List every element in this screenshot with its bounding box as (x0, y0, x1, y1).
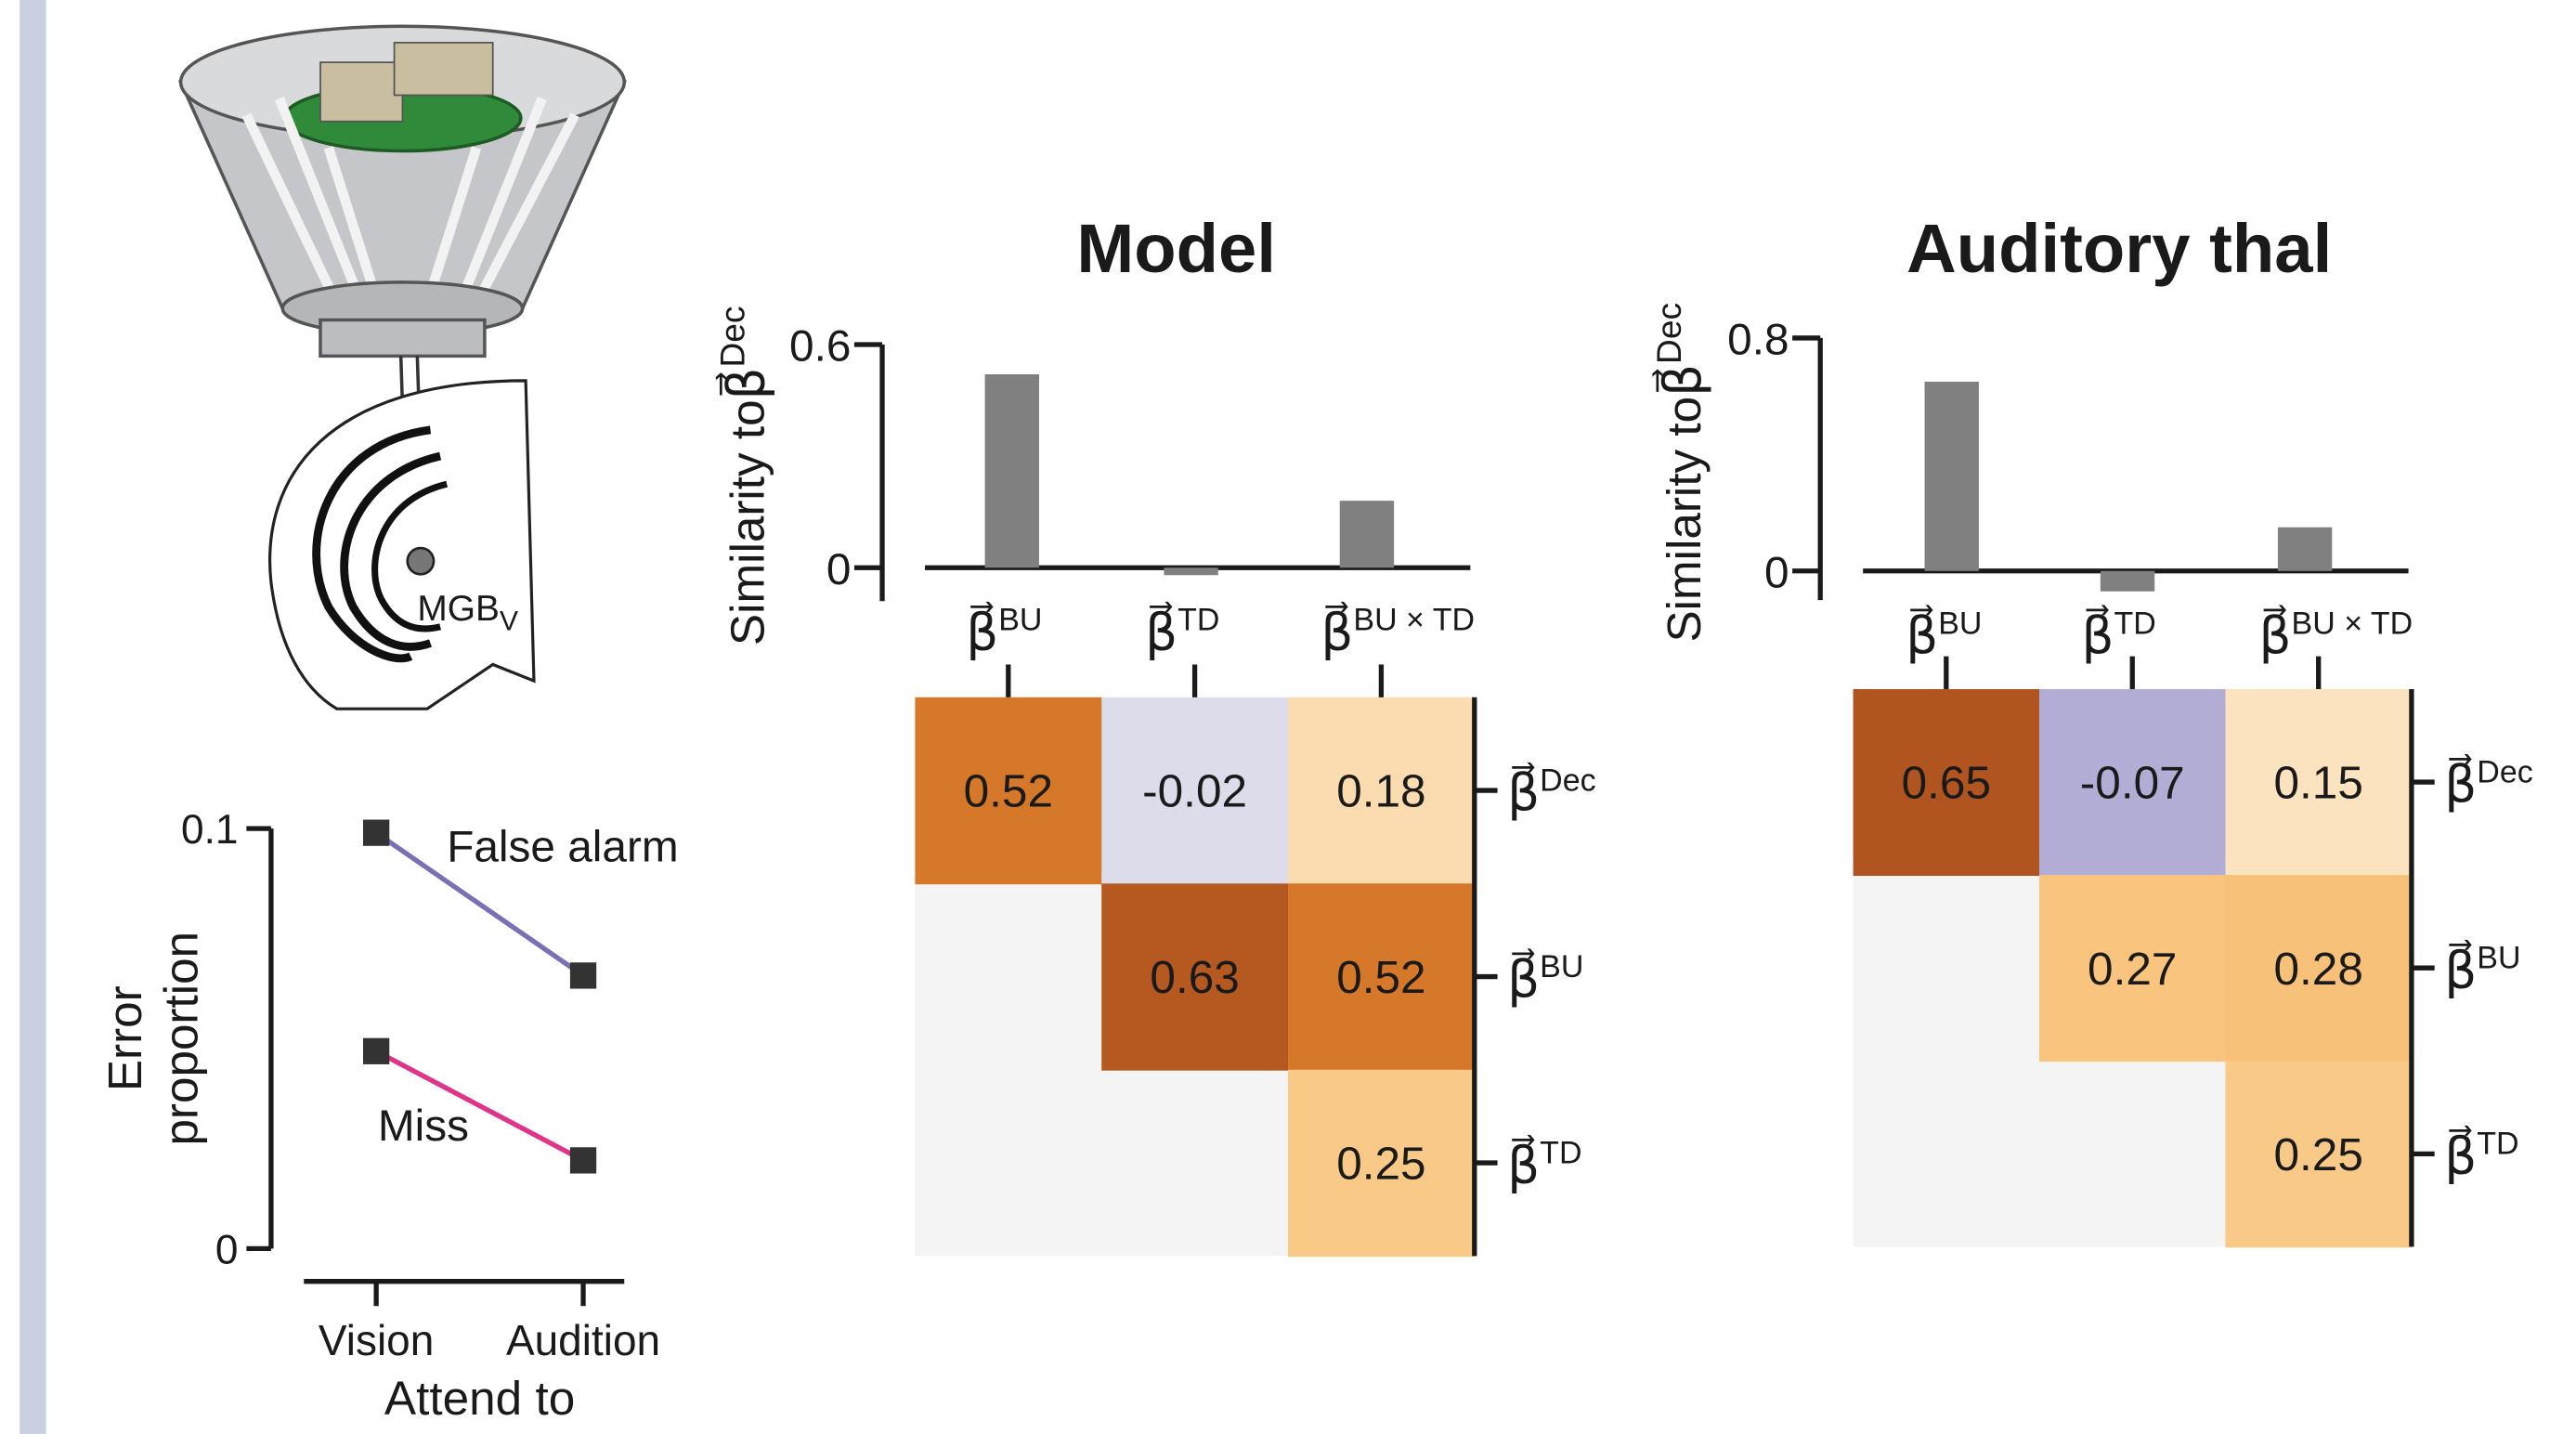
y-tick-label: 0.8 (1727, 316, 1789, 365)
symbol: β⃗ (1906, 605, 1938, 664)
marker (363, 1038, 389, 1064)
symbol: β⃗ (966, 602, 998, 661)
superscript: TD (2477, 1127, 2518, 1162)
symbol: β⃗ (2444, 753, 2477, 813)
cell-label: 0.28 (2273, 944, 2362, 995)
symbol: β⃗ (1507, 948, 1540, 1008)
y-label-symbol: β⃗ (716, 367, 775, 399)
symbol: β⃗ (1321, 602, 1353, 661)
x-tick-label: Vision (319, 1316, 434, 1364)
marker (363, 820, 389, 846)
bar (2101, 571, 2154, 592)
chart-title: Auditory thal (1906, 210, 2332, 287)
symbol-label: β⃗TD (1145, 602, 1219, 661)
symbol-label: β⃗BU (1507, 948, 1583, 1008)
superscript: BU × TD (2292, 606, 2413, 641)
page: { "illustration": {"label": "MGB", "labe… (0, 0, 2576, 1434)
brain-illustration (270, 381, 534, 709)
y-label-symbol: β⃗ (1652, 364, 1711, 397)
figure: MGBV 0 0.1 Vision Audition Attend to Errorpro… (0, 0, 2576, 1434)
symbol: β⃗ (2081, 605, 2114, 664)
bar (1925, 382, 1979, 571)
side-strip (20, 0, 46, 1434)
cell-label: 0.15 (2273, 758, 2362, 809)
marker (570, 962, 596, 988)
y-axis-label-line: proportion (154, 932, 207, 1146)
superscript: Dec (2477, 754, 2532, 789)
marker (570, 1147, 596, 1173)
cell-label: 0.27 (2088, 944, 2177, 995)
superscript: Dec (1540, 763, 1595, 798)
symbol-label: β⃗Dec (2444, 753, 2532, 813)
symbol-label: β⃗TD (2081, 605, 2155, 664)
cell-label: 0.52 (964, 766, 1053, 817)
symbol-label: β⃗TD (2444, 1126, 2518, 1185)
cell-label: -0.07 (2080, 758, 2185, 809)
y-label-text: Similarity to (722, 399, 774, 645)
symbol-label: β⃗BU (1906, 605, 1982, 664)
cell-label: 0.18 (1336, 766, 1425, 817)
y-axis-label-line: Error (98, 985, 151, 1091)
y-tick-label: 0.1 (181, 807, 238, 853)
bar (1164, 567, 1217, 575)
cell-label: 0.65 (1902, 758, 1991, 809)
y-axis-label: Similarity toβ⃗Dec (712, 306, 774, 646)
chart-title: Model (1076, 210, 1276, 287)
y-label-text: Similarity to (1658, 397, 1711, 643)
y-tick-label: 0.6 (789, 322, 851, 372)
symbol-label: β⃗BU × TD (2259, 605, 2413, 664)
x-tick-label: Audition (506, 1316, 660, 1364)
symbol: β⃗ (1507, 1134, 1540, 1193)
cell-label: -0.02 (1142, 766, 1247, 817)
x-axis-label: Attend to (384, 1372, 575, 1425)
cell-label: 0.25 (1336, 1139, 1425, 1190)
bar (1340, 501, 1394, 567)
region-label-text: MGB (417, 589, 500, 629)
y-label-sup: Dec (712, 306, 751, 368)
series-label: False alarm (447, 822, 678, 871)
superscript: BU (1938, 606, 1982, 641)
superscript: BU × TD (1353, 603, 1475, 638)
y-axis-label-text: Similarity toβ⃗Dec (1649, 303, 1711, 643)
symbol-label: β⃗BU (2444, 939, 2520, 998)
cell-label: 0.63 (1150, 952, 1239, 1003)
symbol: β⃗ (2259, 605, 2292, 664)
y-tick-label: 0 (215, 1227, 239, 1272)
cell-label: 0.52 (1336, 952, 1425, 1003)
y-axis-label-text: Similarity toβ⃗Dec (712, 306, 774, 646)
symbol: β⃗ (2444, 1126, 2477, 1185)
symbol-label: β⃗TD (1507, 1134, 1581, 1193)
cell-label: 0.25 (2273, 1129, 2362, 1180)
symbol-label: β⃗BU × TD (1321, 602, 1475, 661)
superscript: TD (1177, 603, 1219, 638)
y-label-sup: Dec (1649, 303, 1688, 364)
region-label-sub: V (500, 606, 518, 636)
superscript: BU (1540, 949, 1583, 984)
superscript: BU (2477, 941, 2520, 976)
symbol: β⃗ (1145, 602, 1177, 661)
y-tick-label: 0 (826, 545, 852, 594)
symbol: β⃗ (2444, 939, 2477, 998)
symbol-label: β⃗Dec (1507, 762, 1595, 821)
superscript: TD (1540, 1135, 1581, 1170)
y-axis-label: Similarity toβ⃗Dec (1649, 303, 1711, 643)
bar (2278, 528, 2332, 571)
series-label: Miss (378, 1102, 469, 1151)
superscript: TD (2114, 606, 2156, 641)
symbol: β⃗ (1507, 762, 1540, 821)
symbol-label: β⃗BU (966, 602, 1042, 661)
bar (985, 374, 1039, 567)
superscript: BU (998, 603, 1042, 638)
y-tick-label: 0 (1764, 548, 1789, 597)
